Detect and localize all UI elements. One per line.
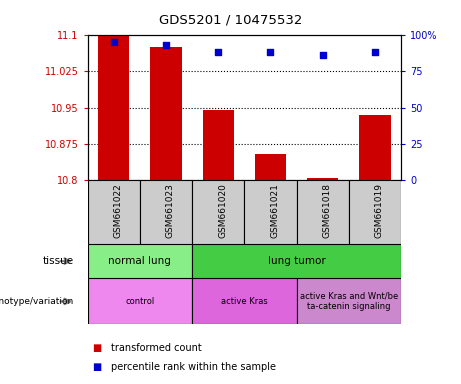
- Point: [371, 49, 378, 55]
- Text: GSM661018: GSM661018: [323, 184, 332, 238]
- Point: [267, 49, 274, 55]
- Text: GSM661021: GSM661021: [271, 184, 279, 238]
- Bar: [202, 110, 234, 180]
- Text: GSM661023: GSM661023: [166, 184, 175, 238]
- Bar: [140, 180, 192, 244]
- Text: ■: ■: [92, 362, 101, 372]
- Bar: [296, 180, 349, 244]
- Bar: [244, 180, 296, 244]
- Bar: [192, 180, 244, 244]
- Text: lung tumor: lung tumor: [268, 256, 325, 266]
- Bar: [88, 180, 140, 244]
- Text: tissue: tissue: [42, 256, 74, 266]
- Bar: [307, 178, 338, 180]
- Point: [319, 52, 326, 58]
- Bar: [359, 115, 390, 180]
- Text: GDS5201 / 10475532: GDS5201 / 10475532: [159, 13, 302, 26]
- Text: active Kras: active Kras: [221, 297, 268, 306]
- Text: active Kras and Wnt/be
ta-catenin signaling: active Kras and Wnt/be ta-catenin signal…: [300, 292, 398, 311]
- Text: percentile rank within the sample: percentile rank within the sample: [111, 362, 276, 372]
- Text: GSM661022: GSM661022: [114, 184, 123, 238]
- Bar: [98, 35, 130, 180]
- Text: genotype/variation: genotype/variation: [0, 297, 74, 306]
- Text: GSM661020: GSM661020: [218, 184, 227, 238]
- Bar: [296, 278, 401, 324]
- Bar: [192, 278, 296, 324]
- Point: [110, 39, 118, 45]
- Text: control: control: [125, 297, 154, 306]
- Text: transformed count: transformed count: [111, 343, 201, 353]
- Bar: [150, 47, 182, 180]
- Point: [162, 42, 170, 48]
- Bar: [88, 278, 192, 324]
- Point: [214, 49, 222, 55]
- Bar: [349, 180, 401, 244]
- Text: GSM661019: GSM661019: [375, 184, 384, 238]
- Text: ■: ■: [92, 343, 101, 353]
- Text: normal lung: normal lung: [108, 256, 171, 266]
- Bar: [88, 244, 192, 278]
- Bar: [255, 154, 286, 180]
- Bar: [192, 244, 401, 278]
